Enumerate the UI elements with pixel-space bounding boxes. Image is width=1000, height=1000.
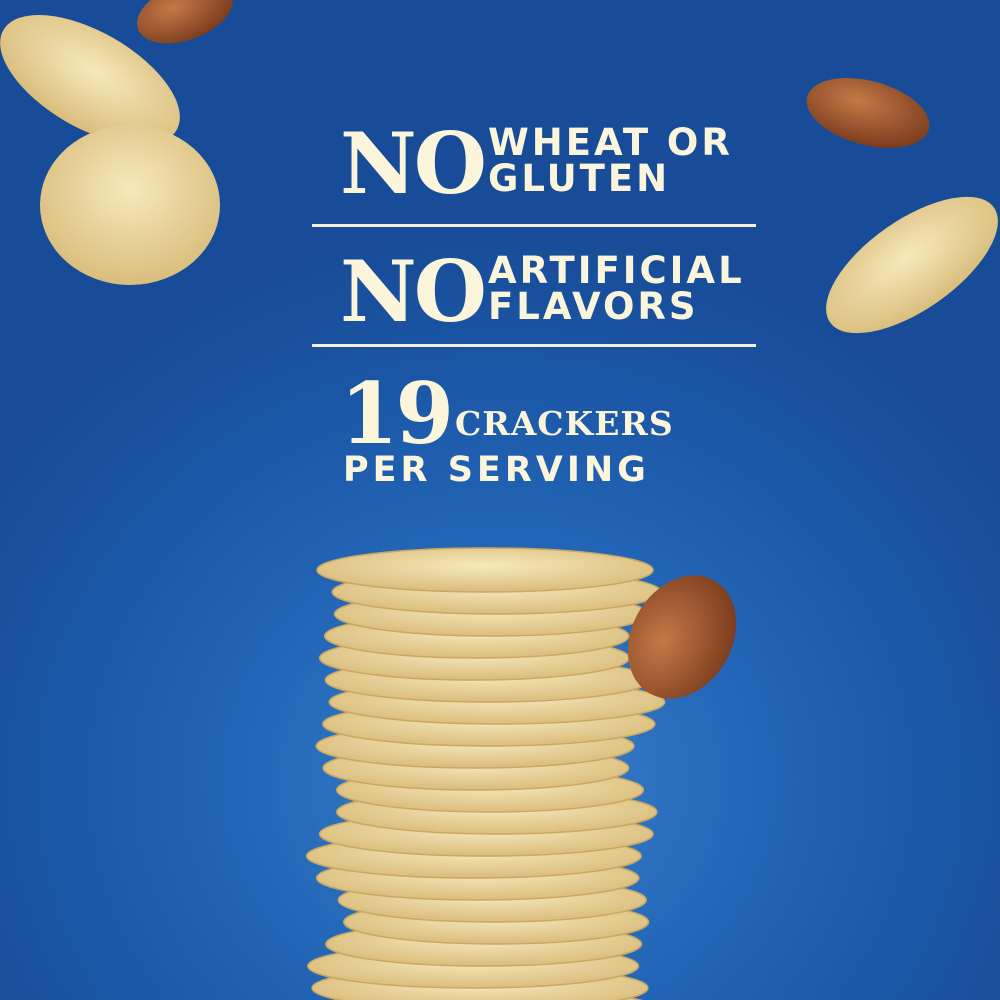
serving-unit: CRACKERS [455,404,674,443]
claim-no-artificial-text: ARTIFICIAL FLAVORS [488,249,745,328]
claim-line: GLUTEN [488,157,671,200]
flying-cracker-top-left [0,14,180,146]
claim-no-wheat-big: NO [340,114,487,213]
serving-suffix: PER SERVING [343,450,650,490]
claim-line: ARTIFICIAL [488,249,745,292]
claim-line: WHEAT OR [488,121,733,164]
almond-right [806,78,930,148]
flying-cracker-round [40,125,220,285]
divider [312,344,756,347]
claim-no-wheat-text: WHEAT OR GLUTEN [488,121,733,200]
claim-line: FLAVORS [488,285,699,328]
flying-cracker-right [826,196,998,334]
serving-count: 19 [340,364,454,463]
claim-no-artificial-big: NO [340,242,487,341]
stacked-cracker [316,547,654,593]
divider [312,224,756,227]
almond-top [137,0,233,44]
almond-stack [627,575,737,699]
cracker-stack [305,547,666,1000]
